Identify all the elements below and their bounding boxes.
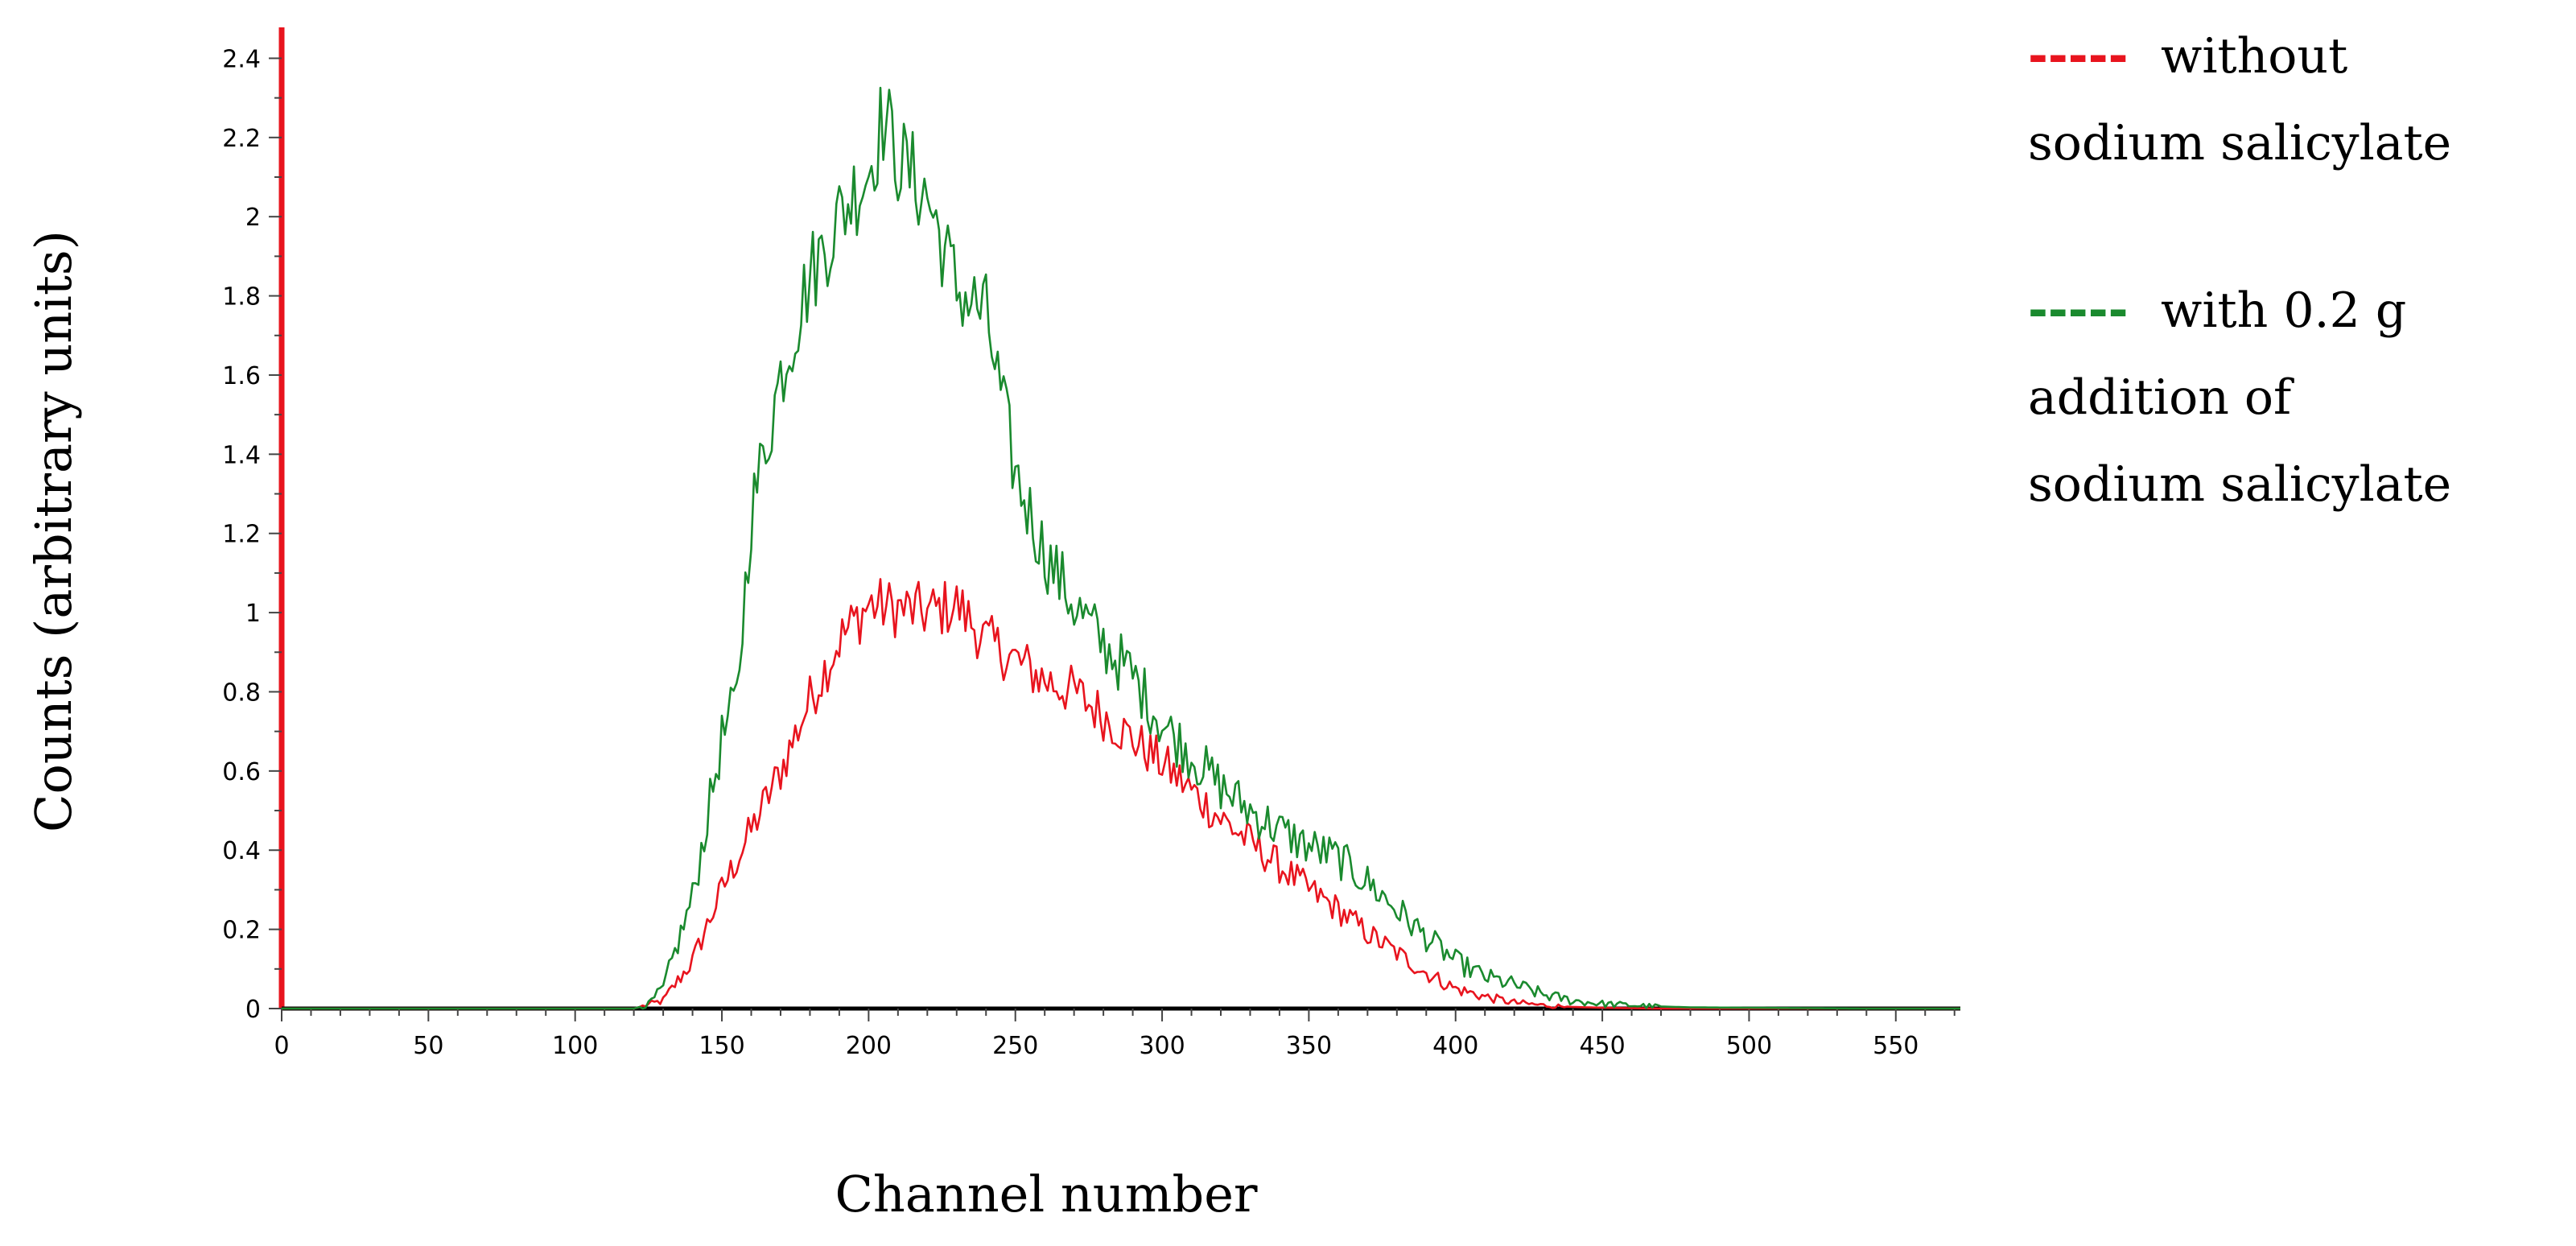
x-tick-label: 50 bbox=[413, 1032, 443, 1060]
y-tick-label: 0.8 bbox=[222, 679, 261, 707]
legend-swatch: ----- bbox=[2028, 28, 2129, 85]
legend-entry-1: ----- without sodium salicylate bbox=[2028, 28, 2451, 171]
y-tick-label: 1.8 bbox=[222, 283, 261, 312]
legend-label: sodium salicylate bbox=[2028, 115, 2451, 171]
x-tick-label: 300 bbox=[1139, 1032, 1185, 1060]
x-tick-label: 400 bbox=[1432, 1032, 1478, 1060]
axes bbox=[269, 27, 1960, 1021]
legend-label: without bbox=[2161, 28, 2347, 85]
y-tick-label: 0.2 bbox=[222, 917, 261, 945]
x-tick-label: 150 bbox=[699, 1032, 744, 1060]
y-tick-label: 1.4 bbox=[222, 441, 261, 469]
tick-labels: 0 50 100 150 200 250 300 350 400 450 500 550 0 0.2 0.4… bbox=[222, 45, 1919, 1060]
x-tick-label: 100 bbox=[552, 1032, 598, 1060]
y-tick-label: 2.2 bbox=[222, 125, 261, 153]
y-tick-label: 0.4 bbox=[222, 837, 261, 865]
legend-label: addition of bbox=[2028, 369, 2294, 426]
legend: ----- without sodium salicylate ----- with 0… bbox=[2028, 28, 2451, 513]
y-tick-label: 0.6 bbox=[222, 758, 261, 786]
x-tick-label: 200 bbox=[846, 1032, 892, 1060]
x-tick-label: 550 bbox=[1873, 1032, 1919, 1060]
y-tick-label: 1.6 bbox=[222, 362, 261, 390]
legend-label: sodium salicylate bbox=[2028, 456, 2451, 513]
x-tick-label: 500 bbox=[1726, 1032, 1772, 1060]
plot-area bbox=[282, 86, 1960, 1010]
series-line-2 bbox=[282, 86, 1960, 1010]
y-tick-label: 2.4 bbox=[222, 45, 261, 73]
x-tick-label: 350 bbox=[1286, 1032, 1332, 1060]
x-tick-label: 0 bbox=[274, 1032, 289, 1060]
y-axis-title: Counts (arbitrary units) bbox=[24, 230, 83, 832]
y-tick-label: 0 bbox=[245, 996, 261, 1024]
y-tick-label: 1.2 bbox=[222, 521, 261, 549]
x-axis-title: Channel number bbox=[835, 1165, 1257, 1223]
y-tick-label: 1 bbox=[245, 600, 261, 628]
legend-label: with 0.2 g bbox=[2161, 283, 2406, 339]
x-tick-label: 250 bbox=[992, 1032, 1038, 1060]
legend-swatch: ----- bbox=[2028, 283, 2129, 339]
y-tick-label: 2 bbox=[245, 204, 261, 232]
legend-entry-2: ----- with 0.2 g addition of sodium salicyl… bbox=[2028, 283, 2451, 513]
x-tick-label: 450 bbox=[1579, 1032, 1625, 1060]
